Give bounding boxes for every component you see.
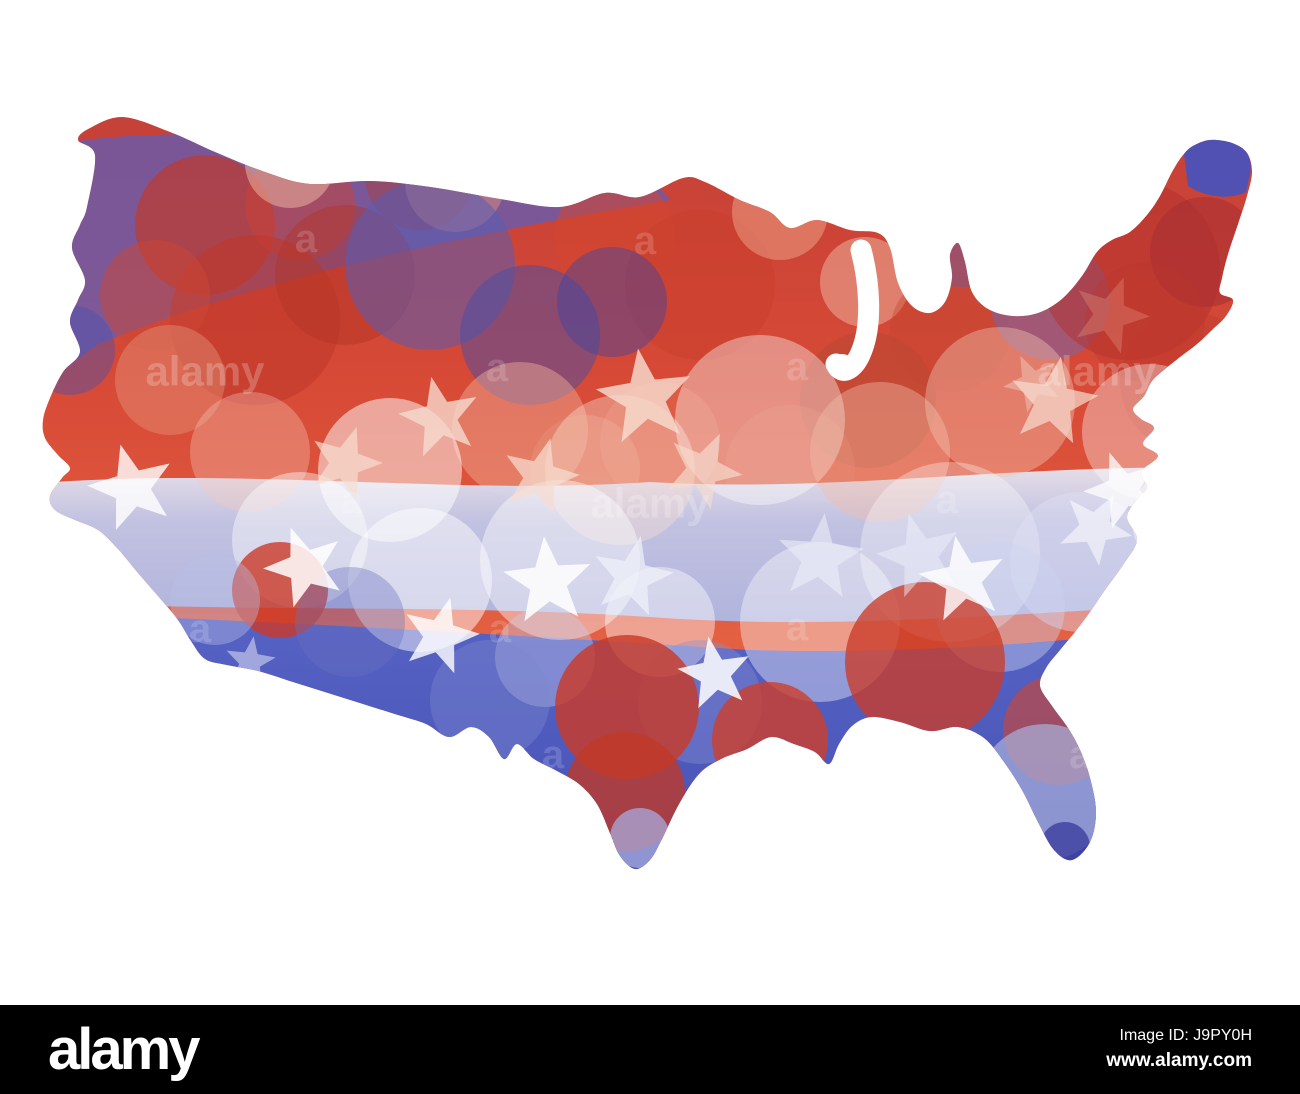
bokeh-circle bbox=[480, 480, 640, 640]
star-shape bbox=[778, 513, 864, 597]
star-shape bbox=[314, 426, 383, 500]
alamy-watermark-letter: a bbox=[786, 345, 809, 389]
bokeh-circle bbox=[170, 555, 260, 645]
star-shape bbox=[503, 536, 591, 622]
star-shape bbox=[1206, 511, 1252, 580]
usa-map-illustration: alamy alamy alamy a a a a a a a a a a a a bbox=[42, 116, 1252, 870]
bokeh-circle bbox=[170, 235, 340, 405]
bokeh-circle bbox=[452, 362, 588, 498]
alamy-watermark-letter: a bbox=[489, 607, 512, 651]
star-shape bbox=[1083, 452, 1157, 529]
star-shape bbox=[595, 348, 690, 443]
alamy-watermark-text: alamy bbox=[590, 480, 710, 527]
bokeh-circle bbox=[810, 382, 950, 522]
image-id-label: Image ID: J9PY0H bbox=[1119, 1027, 1253, 1044]
bokeh-circle bbox=[1085, 262, 1205, 382]
bokeh-circle bbox=[1185, 417, 1252, 507]
alamy-website-url: www.alamy.com bbox=[1106, 1050, 1252, 1072]
alamy-watermark-letter: a bbox=[486, 346, 509, 390]
bokeh-circle bbox=[925, 327, 1075, 477]
star-shape bbox=[398, 376, 477, 457]
bokeh-circle bbox=[245, 118, 335, 208]
star-shape bbox=[595, 535, 674, 616]
maine-blue-cap bbox=[1184, 138, 1251, 197]
bokeh-circle bbox=[557, 247, 667, 357]
bokeh-circle bbox=[545, 395, 695, 545]
alamy-watermark-letter: a bbox=[1069, 733, 1092, 777]
alamy-watermark-letter: a bbox=[936, 478, 959, 522]
alamy-watermark-letter: a bbox=[341, 478, 364, 522]
alamy-watermark-letter: a bbox=[1084, 606, 1107, 650]
alamy-watermark-letter: a bbox=[189, 607, 212, 651]
alamy-watermark-text: alamy bbox=[1037, 348, 1157, 395]
bokeh-circle bbox=[100, 600, 180, 680]
lake-michigan-drop bbox=[830, 354, 854, 378]
star-shape bbox=[263, 527, 340, 608]
star-shape bbox=[668, 433, 743, 510]
stock-photo-watermark-bar: alamy Image ID: J9PY0H www.alamy.com bbox=[0, 1005, 1300, 1094]
star-shape bbox=[1076, 277, 1150, 354]
alamy-watermark-letter: a bbox=[542, 733, 565, 777]
bokeh-circle bbox=[100, 240, 210, 350]
star-shape bbox=[506, 438, 580, 515]
star-shape bbox=[1003, 355, 1060, 413]
bokeh-circle bbox=[460, 265, 600, 405]
star-shape bbox=[1060, 495, 1133, 566]
usa-flag-map-artwork: alamy alamy alamy a a a a a a a a a a a a bbox=[42, 116, 1252, 870]
star-shape bbox=[918, 535, 1003, 621]
bokeh-circle bbox=[810, 775, 900, 865]
alamy-watermark-letter: a bbox=[634, 219, 657, 263]
bokeh-circle bbox=[625, 210, 775, 360]
bokeh-circle bbox=[348, 508, 492, 652]
alamy-logo: alamy bbox=[48, 1016, 200, 1082]
map-fill-group: alamy alamy alamy a a a a a a a a a a a a bbox=[42, 116, 1252, 870]
alamy-watermark-letter: a bbox=[786, 605, 809, 649]
bokeh-circle bbox=[42, 305, 115, 395]
bokeh-circle bbox=[115, 325, 225, 435]
star-shape bbox=[1012, 356, 1099, 444]
bokeh-circle bbox=[610, 808, 670, 868]
star-shape bbox=[677, 636, 749, 709]
star-shape bbox=[406, 597, 480, 674]
footer-meta: Image ID: J9PY0H www.alamy.com bbox=[1106, 1026, 1252, 1073]
bokeh-circle bbox=[845, 582, 1005, 742]
bokeh-circle bbox=[190, 392, 310, 512]
bokeh-circle bbox=[1098, 595, 1202, 699]
alamy-watermark-letter: a bbox=[295, 217, 318, 261]
star-shape bbox=[87, 444, 170, 530]
bokeh-circle bbox=[977, 724, 1113, 860]
bokeh-circle bbox=[712, 682, 828, 798]
alamy-watermark-text: alamy bbox=[145, 348, 265, 395]
bokeh-circle bbox=[1040, 822, 1090, 870]
bokeh-circle bbox=[1132, 462, 1248, 578]
bokeh-circle bbox=[295, 567, 405, 677]
bokeh-circle bbox=[430, 640, 550, 760]
bokeh-circle bbox=[912, 187, 1012, 287]
bokeh-circle bbox=[732, 164, 828, 260]
